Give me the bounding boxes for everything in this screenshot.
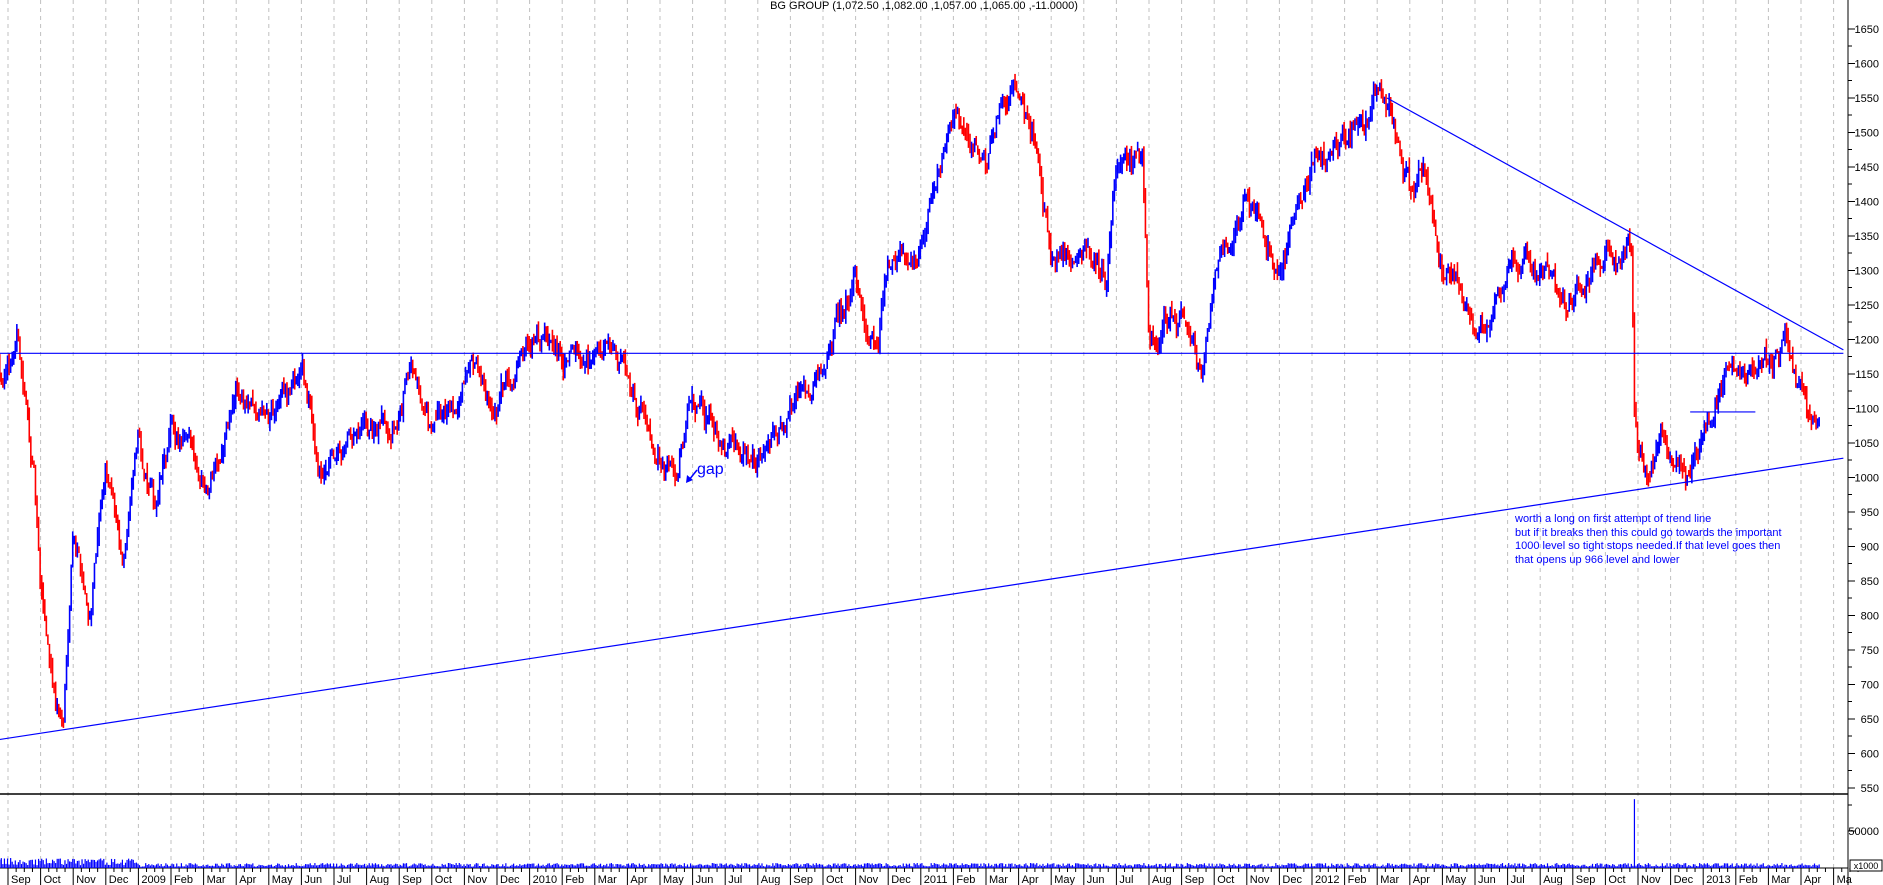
x-tick-label: Mar: [989, 874, 1008, 885]
y-tick-label: 800: [1861, 611, 1879, 623]
x-tick-label: Aug: [1543, 874, 1563, 885]
y-tick-label: 750: [1861, 645, 1879, 657]
falling-resistance-line: [1386, 97, 1844, 351]
y-tick-label: 1600: [1855, 59, 1879, 71]
x-tick-label: Sep: [1576, 874, 1596, 885]
x-tick-label: Nov: [76, 874, 96, 885]
y-tick-label: 1300: [1855, 266, 1879, 278]
x-tick-label: Aug: [761, 874, 781, 885]
y-tick-label: 1650: [1855, 24, 1879, 36]
x-tick-label: Nov: [1641, 874, 1661, 885]
x-tick-label: Dec: [1674, 874, 1694, 885]
y-tick-label: 850: [1861, 576, 1879, 588]
x-tick-label: Dec: [109, 874, 129, 885]
x-tick-label: Ma: [1837, 874, 1853, 885]
gap-annotation: gap: [697, 461, 724, 478]
y-tick-label: 1350: [1855, 231, 1879, 243]
x-tick-label: Jul: [1511, 874, 1525, 885]
x-tick-label: Dec: [891, 874, 911, 885]
y-tick-label: 1050: [1855, 438, 1879, 450]
y-tick-label: 1000: [1855, 473, 1879, 485]
x-tick-label: Jun: [1087, 874, 1105, 885]
gap-arrowhead-icon: [686, 475, 693, 483]
x-tick-label: Mar: [1771, 874, 1790, 885]
x-tick-label: May: [1445, 874, 1466, 885]
x-tick-label: Oct: [1217, 874, 1234, 885]
x-tick-label: May: [272, 874, 293, 885]
x-tick-label: May: [663, 874, 684, 885]
x-tick-label: Sep: [402, 874, 422, 885]
x-tick-label: Feb: [174, 874, 193, 885]
x-tick-label: Sep: [1185, 874, 1205, 885]
y-tick-label: 1250: [1855, 300, 1879, 312]
x-tick-label: Sep: [11, 874, 31, 885]
y-tick-label: 650: [1861, 714, 1879, 726]
x-tick-label: Jul: [728, 874, 742, 885]
y-tick-label: 1450: [1855, 162, 1879, 174]
x-tick-label: Jun: [1478, 874, 1496, 885]
x-tick-label: 2009: [141, 874, 165, 885]
x-tick-label: 2011: [924, 874, 948, 885]
volume-unit-label: x1000: [1854, 861, 1879, 871]
x-tick-label: May: [1054, 874, 1075, 885]
note-line: that opens up 966 level and lower: [1515, 553, 1680, 566]
x-tick-label: 2010: [533, 874, 557, 885]
x-tick-label: Nov: [467, 874, 487, 885]
y-tick-label: 550: [1861, 783, 1879, 795]
x-tick-label: Jul: [1119, 874, 1133, 885]
x-tick-label: Oct: [826, 874, 843, 885]
x-tick-label: Apr: [239, 874, 256, 885]
x-tick-label: Aug: [370, 874, 390, 885]
x-tick-label: Mar: [207, 874, 226, 885]
x-tick-label: Dec: [500, 874, 520, 885]
note-line: worth a long on first attempt of trend l…: [1515, 513, 1712, 525]
x-tick-label: Oct: [435, 874, 452, 885]
note-line: 1000 level so tight stops needed.If that…: [1515, 540, 1781, 552]
x-tick-label: Feb: [1348, 874, 1367, 885]
x-tick-label: Jun: [696, 874, 714, 885]
x-tick-label: Mar: [598, 874, 617, 885]
y-tick-label: 1200: [1855, 335, 1879, 347]
x-tick-label: Dec: [1282, 874, 1302, 885]
y-tick-label: 1100: [1855, 404, 1879, 416]
chart-title: BG GROUP (1,072.50 ,1,082.00 ,1,057.00 ,…: [770, 0, 1078, 12]
x-tick-label: Nov: [1250, 874, 1270, 885]
y-tick-label: 1550: [1855, 93, 1879, 105]
y-tick-label: 600: [1861, 749, 1879, 761]
y-tick-label: 1150: [1855, 369, 1879, 381]
x-tick-label: Jul: [337, 874, 351, 885]
x-tick-label: Feb: [565, 874, 584, 885]
x-tick-label: Nov: [859, 874, 879, 885]
y-tick-label: 700: [1861, 680, 1879, 692]
x-tick-label: Oct: [1608, 874, 1625, 885]
volume-bars: [0, 799, 1820, 868]
y-tick-label: 950: [1861, 507, 1879, 519]
y-tick-label: 900: [1861, 542, 1879, 554]
x-tick-label: Mar: [1380, 874, 1399, 885]
y-tick-label: 1500: [1855, 128, 1879, 140]
x-tick-label: Apr: [1413, 874, 1430, 885]
x-tick-label: Aug: [1152, 874, 1172, 885]
trend-note: worth a long on first attempt of trend l…: [1515, 513, 1782, 567]
x-tick-label: 2013: [1706, 874, 1730, 885]
x-tick-label: Apr: [630, 874, 647, 885]
x-tick-label: Feb: [956, 874, 975, 885]
x-tick-label: Jun: [304, 874, 322, 885]
volume-unit-box: [1849, 859, 1883, 872]
x-tick-label: Oct: [44, 874, 61, 885]
rising-support-line: [0, 457, 1844, 741]
x-tick-label: Apr: [1804, 874, 1821, 885]
y-tick-label: 1400: [1855, 197, 1879, 209]
x-tick-label: Feb: [1739, 874, 1758, 885]
volume-tick-label: 50000: [1848, 826, 1879, 838]
ohlc-bars: [0, 73, 1820, 728]
note-line: but if it breaks then this could go towa…: [1515, 526, 1782, 539]
x-tick-label: Sep: [793, 874, 813, 885]
x-tick-label: Apr: [1022, 874, 1039, 885]
x-tick-label: 2012: [1315, 874, 1339, 885]
